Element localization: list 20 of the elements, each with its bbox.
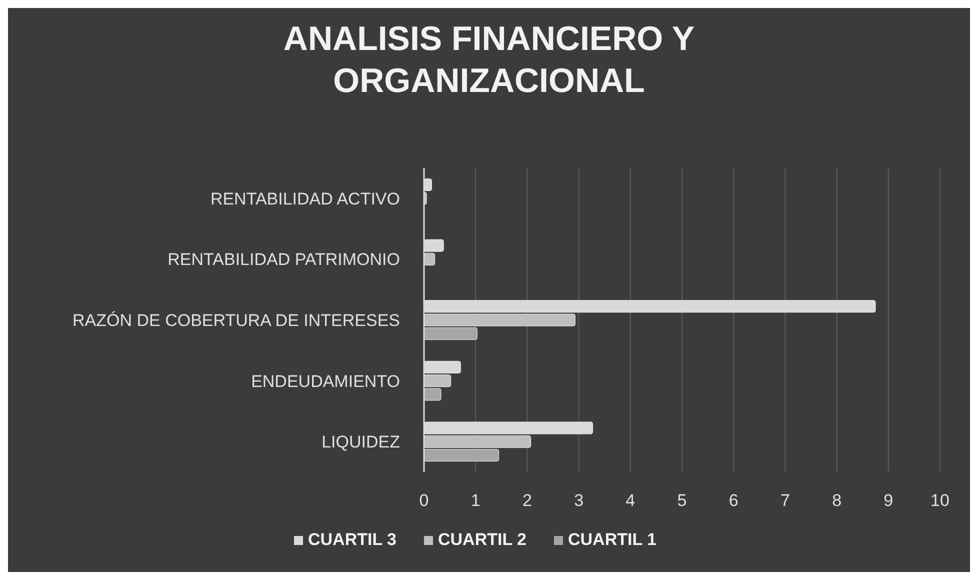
x-tick-label: 8	[832, 491, 842, 510]
x-tick-label: 5	[677, 491, 687, 510]
x-tick-label: 2	[522, 491, 532, 510]
y-tick-label: ENDEUDAMIENTO	[251, 372, 400, 391]
legend-label: CUARTIL 2	[438, 530, 526, 549]
x-tick-label: 6	[728, 491, 738, 510]
x-tick-label: 10	[930, 491, 950, 510]
y-tick-label: RAZÓN DE COBERTURA DE INTERESES	[72, 310, 400, 330]
x-tick-label: 9	[884, 491, 894, 510]
y-tick-label: LIQUIDEZ	[322, 432, 400, 452]
x-tick-label: 3	[574, 491, 584, 510]
chart-title: ANALISIS FINANCIERO Y ORGANIZACIONAL	[283, 20, 695, 100]
x-tick-label: 4	[626, 491, 636, 510]
legend-label: CUARTIL 1	[568, 530, 656, 549]
x-tick-label: 0	[419, 491, 429, 510]
x-tick-label: 7	[780, 491, 790, 510]
y-tick-label: RENTABILIDAD ACTIVO	[210, 189, 400, 208]
y-tick-label: RENTABILIDAD PATRIMONIO	[168, 250, 400, 270]
legend-label: CUARTIL 3	[308, 530, 396, 549]
x-tick-label: 1	[470, 491, 480, 510]
